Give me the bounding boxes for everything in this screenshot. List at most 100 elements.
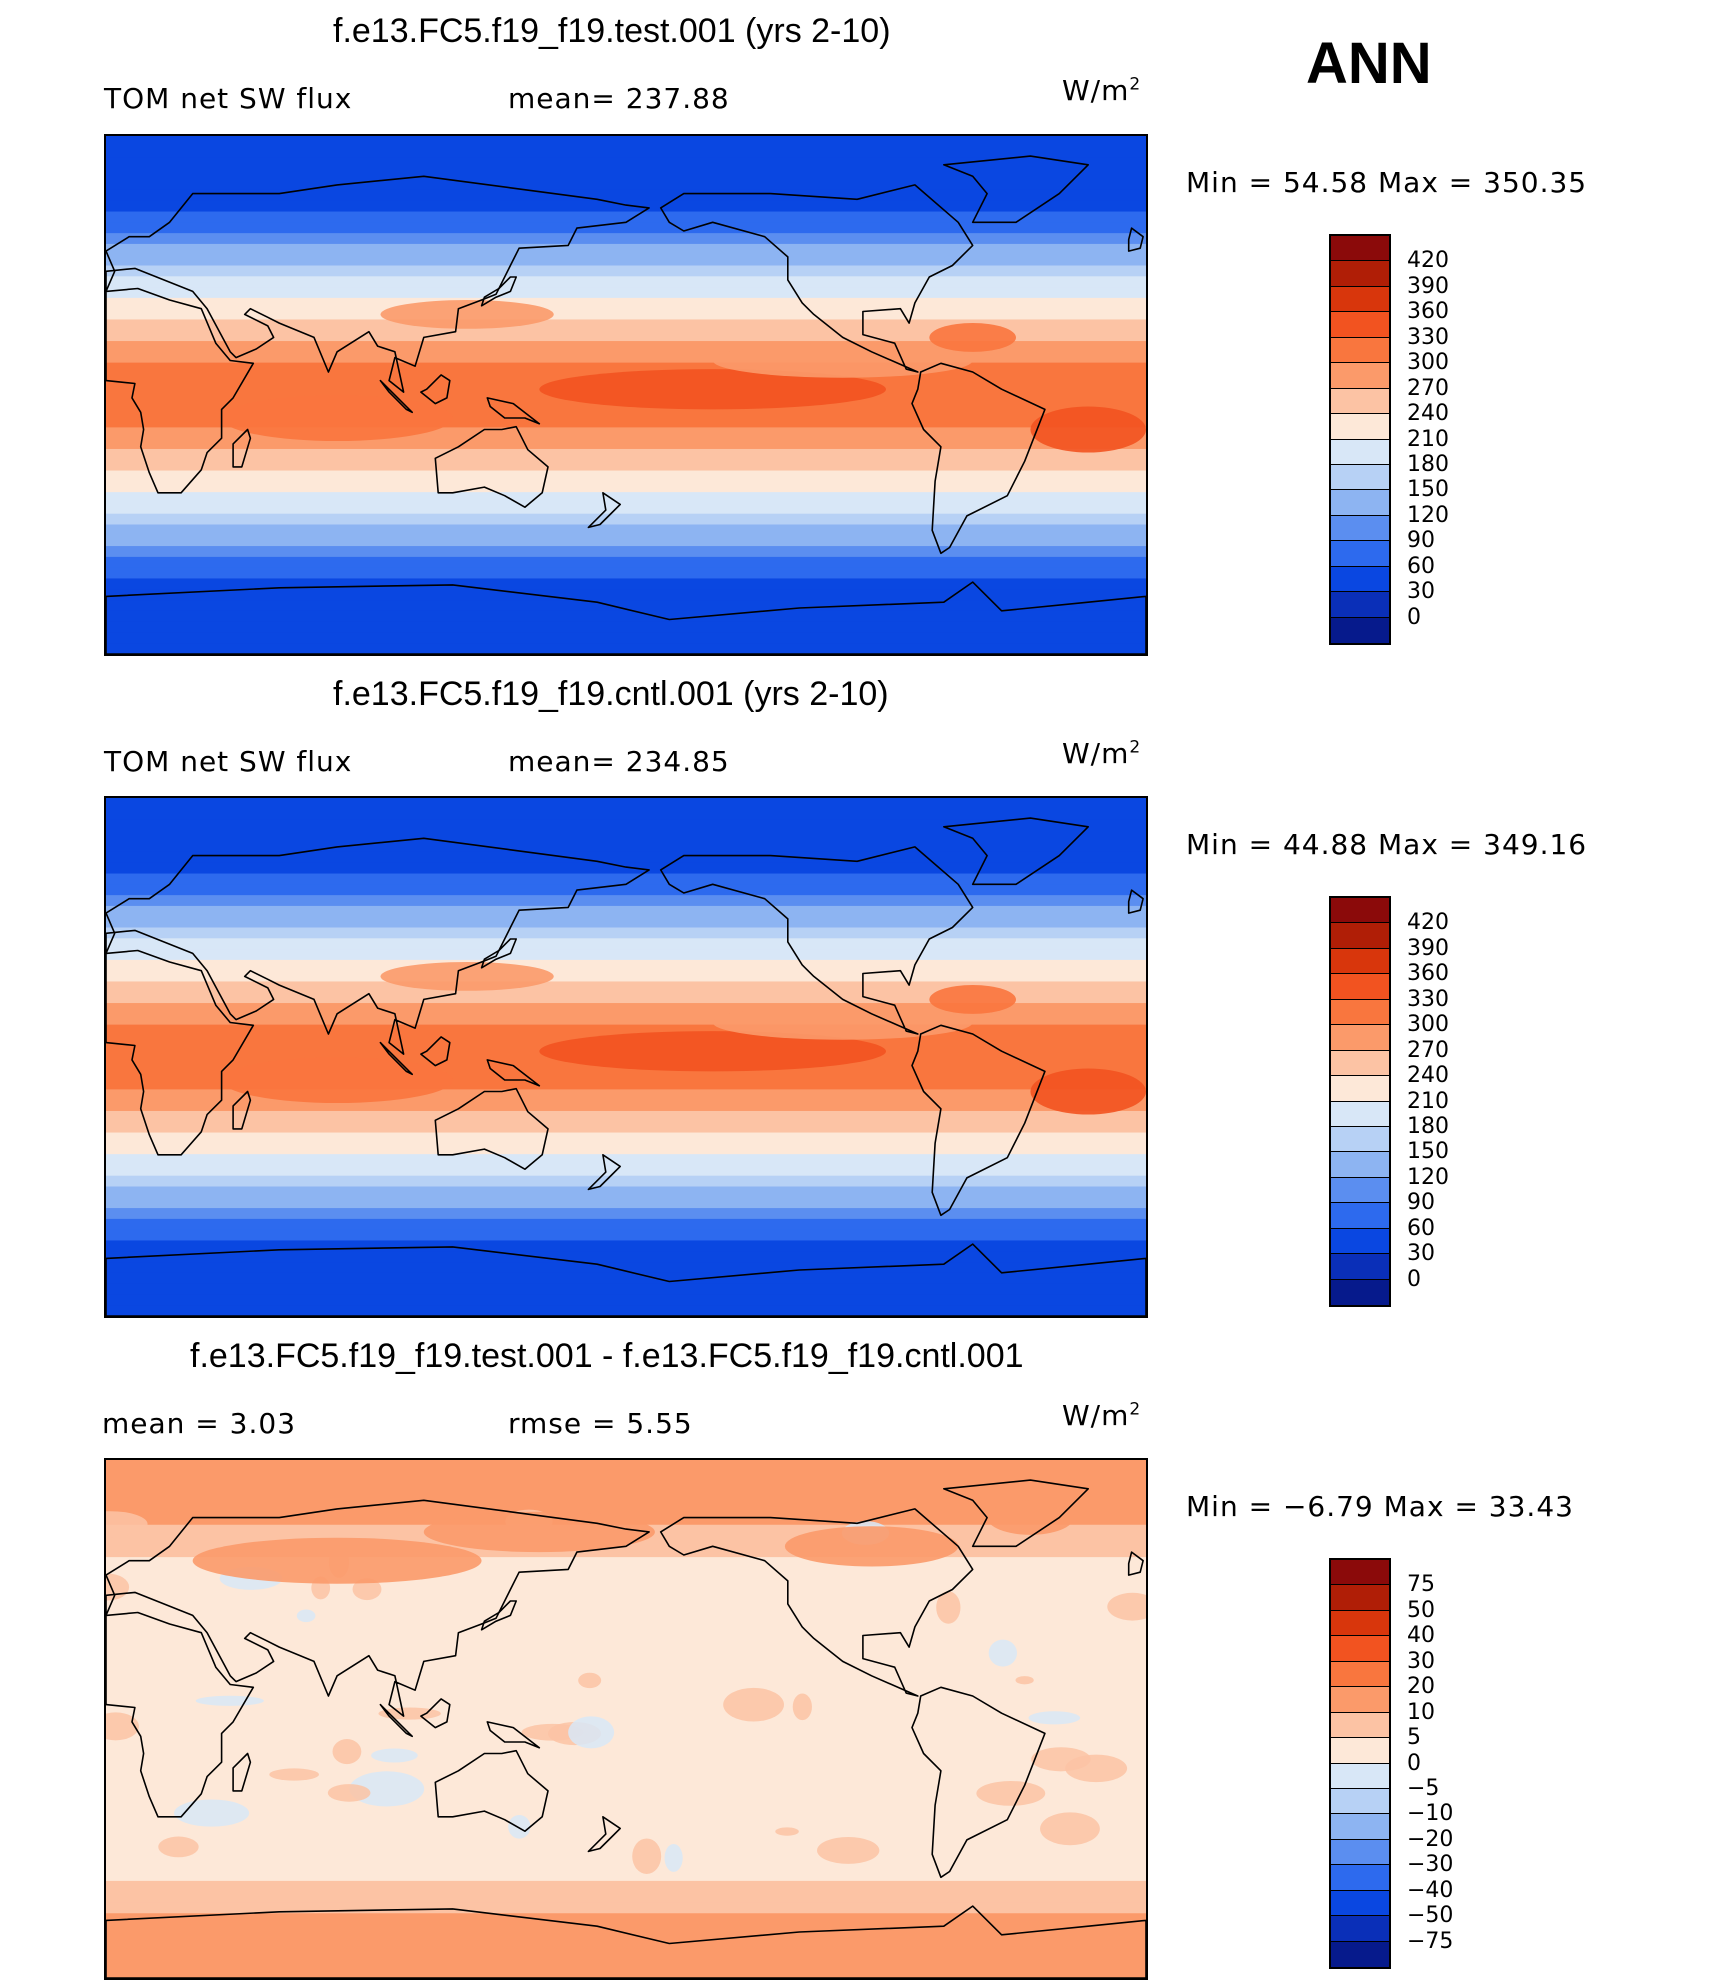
colorbar-segment: [1331, 898, 1389, 924]
colorbar-segment: [1331, 1585, 1389, 1611]
field-band: [106, 1762, 1146, 1774]
field-band: [106, 492, 1146, 504]
colorbar-segment: [1331, 1203, 1389, 1229]
coastline: [659, 846, 974, 1035]
coastline: [106, 581, 1146, 654]
coastline: [434, 1749, 549, 1832]
field-band: [106, 1481, 1146, 1493]
coastline: [379, 1703, 413, 1738]
field-feature: [221, 395, 453, 442]
coastline: [911, 1024, 1046, 1217]
coastline: [106, 1243, 1146, 1316]
field-band: [106, 1218, 1146, 1231]
coastline: [1127, 889, 1144, 914]
coastline: [480, 1600, 517, 1631]
field-band: [106, 1567, 1146, 1580]
colorbar-segment: [1331, 1687, 1389, 1713]
colorbar-tick-label: 5: [1407, 1725, 1421, 1751]
field-band: [106, 1697, 1146, 1709]
field-band: [106, 1924, 1146, 1936]
field-band: [106, 1708, 1146, 1720]
panel-3-units: W/m2: [1062, 1399, 1142, 1432]
field-feature: [106, 1712, 139, 1741]
colorbar-segment: [1331, 414, 1389, 440]
colorbar-tick-label: 300: [1407, 1012, 1449, 1038]
field-band: [106, 841, 1146, 853]
colorbar-segment: [1331, 1101, 1389, 1127]
colorbar-tick-label: 90: [1407, 528, 1435, 554]
panel-2-mean-label: mean= 234.85: [508, 745, 730, 778]
field-band: [106, 502, 1146, 515]
field-band: [106, 189, 1146, 202]
colorbar-segment: [1331, 1126, 1389, 1153]
colorbar-segment: [1331, 1177, 1389, 1204]
colorbar-tick-label: 270: [1407, 375, 1449, 401]
panel-1-title: f.e13.FC5.f19_f19.test.001 (yrs 2-10): [333, 12, 891, 50]
field-feature: [221, 1057, 453, 1104]
field-band: [106, 895, 1146, 907]
field-feature: [371, 1748, 418, 1763]
colorbar-tick-label: 150: [1407, 1139, 1449, 1165]
field-band: [106, 1859, 1146, 1871]
field-band: [106, 330, 1146, 342]
colorbar-segment: [1331, 1788, 1389, 1815]
field-feature: [158, 1836, 199, 1858]
colorbar-tick-label: 0: [1407, 604, 1421, 630]
coastline: [232, 1752, 252, 1792]
colorbar-segment: [1331, 490, 1389, 516]
field-band: [106, 1262, 1146, 1274]
field-band: [106, 1783, 1146, 1796]
field-feature: [1040, 1812, 1100, 1846]
season-label: ANN: [1306, 31, 1432, 96]
field-band: [106, 297, 1146, 310]
field-band: [106, 233, 1146, 245]
panel-1-minmax: Min = 54.58 Max = 350.35: [1186, 166, 1588, 199]
colorbar-tick-label: 420: [1407, 248, 1449, 274]
field-band: [106, 427, 1146, 439]
coastline: [587, 1154, 621, 1191]
field-feature: [296, 1609, 316, 1623]
field-band: [106, 157, 1146, 169]
panel-3-title: f.e13.FC5.f19_f19.test.001 - f.e13.FC5.f…: [190, 1337, 1024, 1375]
field-band: [106, 1460, 1146, 1472]
coastline: [232, 1090, 252, 1130]
coastline: [480, 276, 517, 307]
field-feature: [1031, 1747, 1091, 1772]
field-feature: [380, 300, 554, 329]
field-band: [106, 1110, 1146, 1123]
field-band: [106, 830, 1146, 842]
colorbar-tick-label: 150: [1407, 477, 1449, 503]
colorbar-segment: [1331, 1814, 1389, 1840]
field-feature: [349, 1771, 425, 1807]
field-band: [106, 1546, 1146, 1558]
coastline: [1127, 1551, 1144, 1576]
panel-1-units: W/m2: [1062, 74, 1142, 107]
field-band: [106, 1600, 1146, 1612]
field-band: [106, 1164, 1146, 1177]
field-band: [106, 1143, 1146, 1155]
field-band: [106, 276, 1146, 288]
field-band: [106, 1686, 1146, 1699]
field-band: [106, 1240, 1146, 1252]
field-feature: [539, 1031, 886, 1072]
colorbar-tick-label: 40: [1407, 1623, 1435, 1649]
colorbar-tick-label: 60: [1407, 1215, 1435, 1241]
field-feature: [936, 1591, 961, 1624]
field-band: [106, 1632, 1146, 1645]
field-band: [106, 578, 1146, 590]
field-band: [106, 416, 1146, 428]
field-band: [106, 546, 1146, 558]
field-feature: [1030, 406, 1146, 453]
field-feature: [712, 343, 973, 378]
colorbar-segment: [1331, 1076, 1389, 1102]
colorbar-segment: [1331, 1560, 1389, 1586]
field-band: [106, 905, 1146, 918]
field-band: [106, 319, 1146, 331]
field-feature: [664, 1844, 683, 1872]
colorbar-segment: [1331, 1152, 1389, 1178]
coastline: [486, 1721, 541, 1749]
field-band: [106, 470, 1146, 482]
panel-1-mean-label: mean= 237.88: [508, 82, 730, 115]
coastline: [943, 817, 1089, 886]
colorbar-tick-label: 10: [1407, 1699, 1435, 1725]
